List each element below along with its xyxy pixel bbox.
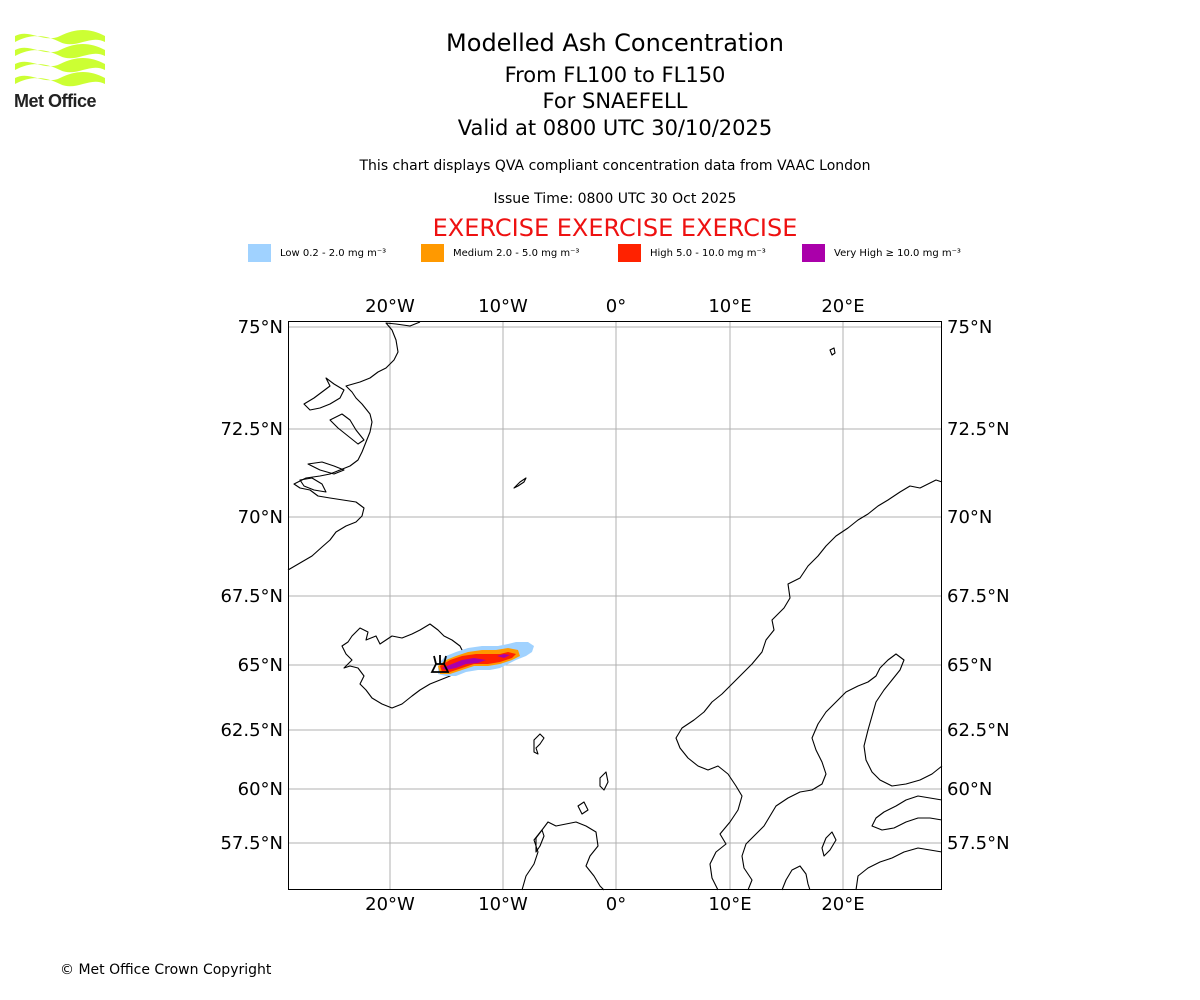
coastline-gotland xyxy=(821,831,837,857)
coastline-norway xyxy=(675,479,943,891)
legend-swatch-high xyxy=(618,244,641,262)
coastline-greenland-fjord-2 xyxy=(329,413,365,445)
legend-swatch-low xyxy=(248,244,271,262)
flight-level-subtitle: From FL100 to FL150 xyxy=(504,63,726,87)
coastline-scotland xyxy=(521,821,605,891)
legend-label-high: High 5.0 - 10.0 mg m⁻³ xyxy=(650,247,766,259)
lat-tick-label-left: 70°N xyxy=(238,507,283,528)
coastline-denmark xyxy=(781,865,811,891)
lat-tick-label-right: 75°N xyxy=(947,317,992,338)
lat-tick-label-left: 62.5°N xyxy=(220,720,283,741)
lon-tick-label-top: 10°W xyxy=(478,296,528,317)
lon-tick-label-top: 20°E xyxy=(821,296,864,317)
lon-tick-label-bottom: 20°E xyxy=(821,894,864,915)
copyright-notice: © Met Office Crown Copyright xyxy=(60,962,272,978)
coastlines xyxy=(287,321,943,891)
lon-tick-label-bottom: 20°W xyxy=(365,894,415,915)
coastline-bear-island xyxy=(829,347,836,356)
lat-tick-label-left: 60°N xyxy=(238,779,283,800)
lat-tick-label-left: 72.5°N xyxy=(220,419,283,440)
exercise-banner: EXERCISE EXERCISE EXERCISE xyxy=(432,214,798,242)
lat-tick-label-right: 60°N xyxy=(947,779,992,800)
legend-item-low: Low 0.2 - 2.0 mg m⁻³ xyxy=(248,244,386,262)
legend-item-medium: Medium 2.0 - 5.0 mg m⁻³ xyxy=(421,244,579,262)
met-office-logo: Met Office xyxy=(14,30,114,112)
coastline-baltic-east xyxy=(871,795,943,831)
legend-label-low: Low 0.2 - 2.0 mg m⁻³ xyxy=(280,247,387,259)
volcano-subtitle: For SNAEFELL xyxy=(542,89,688,113)
legend-swatch-medium xyxy=(421,244,444,262)
volcano-icon xyxy=(430,655,450,673)
map-frame xyxy=(288,321,942,890)
coastline-greenland-fjord-3 xyxy=(307,461,345,475)
coastline-orkney xyxy=(577,801,589,815)
coastline-jan-mayen xyxy=(513,477,527,489)
ash-very-high-area xyxy=(442,658,486,670)
coastline-greenland-fjord-4 xyxy=(299,477,327,493)
lat-tick-label-left: 75°N xyxy=(238,317,283,338)
graticule xyxy=(288,321,942,890)
met-office-wordmark: Met Office xyxy=(14,91,97,111)
lat-tick-label-right: 70°N xyxy=(947,507,992,528)
lat-tick-label-right: 72.5°N xyxy=(947,419,1010,440)
coastline-baltic-south xyxy=(855,847,943,891)
legend-label-very-high: Very High ≥ 10.0 mg m⁻³ xyxy=(834,247,961,259)
valid-time-subtitle: Valid at 0800 UTC 30/10/2025 xyxy=(457,116,773,140)
lat-tick-label-right: 67.5°N xyxy=(947,586,1010,607)
lat-tick-label-left: 57.5°N xyxy=(220,833,283,854)
met-office-logo-waves xyxy=(15,30,105,87)
lat-tick-label-left: 67.5°N xyxy=(220,586,283,607)
lat-tick-label-right: 57.5°N xyxy=(947,833,1010,854)
lon-tick-label-bottom: 10°E xyxy=(708,894,751,915)
chart-description: This chart displays QVA compliant concen… xyxy=(359,158,871,174)
legend-swatch-very-high xyxy=(802,244,825,262)
coastline-sweden xyxy=(741,667,881,891)
coastline-greenland-fjord-1 xyxy=(303,377,345,411)
issue-time: Issue Time: 0800 UTC 30 Oct 2025 xyxy=(493,191,737,207)
coastline-faroe-islands xyxy=(533,733,545,755)
lat-tick-label-left: 65°N xyxy=(238,655,283,676)
coastline-hebrides xyxy=(535,829,545,853)
legend-label-medium: Medium 2.0 - 5.0 mg m⁻³ xyxy=(453,247,580,259)
coastline-finland xyxy=(863,653,943,787)
lon-tick-label-bottom: 10°W xyxy=(478,894,528,915)
ash-plume xyxy=(438,642,534,676)
chart-title: Modelled Ash Concentration xyxy=(446,29,784,57)
coastline-shetland xyxy=(599,771,609,791)
lat-tick-label-right: 62.5°N xyxy=(947,720,1010,741)
lon-tick-label-top: 0° xyxy=(606,296,626,317)
coastline-greenland xyxy=(287,321,421,571)
axis-labels: 20°W 20°W 10°W 10°W 0° 0° 10°E 10°E 20°E 20°E 75°N… xyxy=(220,296,1009,915)
ash-very-high-area-2 xyxy=(497,654,510,658)
lon-tick-label-top: 10°E xyxy=(708,296,751,317)
legend-item-high: High 5.0 - 10.0 mg m⁻³ xyxy=(618,244,766,262)
lon-tick-label-bottom: 0° xyxy=(606,894,626,915)
legend-item-very-high: Very High ≥ 10.0 mg m⁻³ xyxy=(802,244,961,262)
lat-tick-label-right: 65°N xyxy=(947,655,992,676)
lon-tick-label-top: 20°W xyxy=(365,296,415,317)
